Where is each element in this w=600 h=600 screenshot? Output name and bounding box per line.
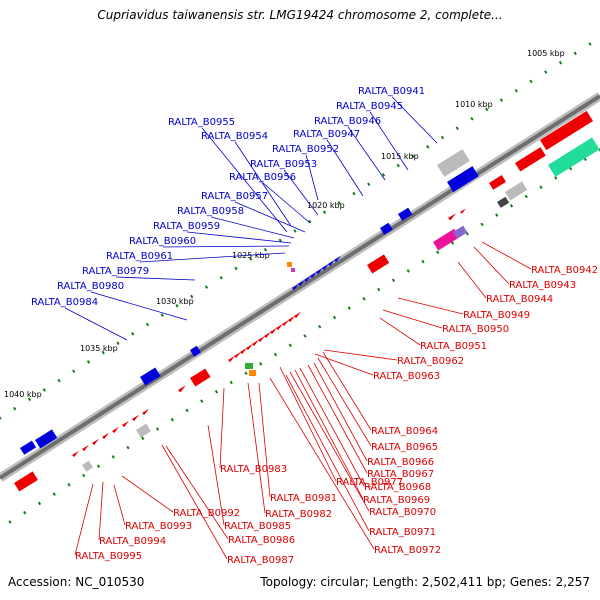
reverse-gene-label[interactable]: RALTA_B0963 <box>373 371 440 382</box>
map-title: Cupriavidus taiwanensis str. LMG19424 ch… <box>97 8 503 22</box>
forward-gene-label[interactable]: RALTA_B0984 <box>31 297 98 308</box>
reverse-gene-label[interactable]: RALTA_B0986 <box>228 535 295 546</box>
reverse-label-lines <box>74 241 532 560</box>
reverse-gene-label[interactable]: RALTA_B0970 <box>369 507 436 518</box>
reverse-gene-label[interactable]: RALTA_B0987 <box>227 555 294 566</box>
reverse-gene-label[interactable]: RALTA_B0994 <box>99 536 166 547</box>
reverse-gene-label[interactable]: RALTA_B0969 <box>363 495 430 506</box>
forward-gene-labels[interactable]: RALTA_B0941 RALTA_B0945 RALTA_B0946 RALTA_B… <box>31 86 425 308</box>
reverse-gene-label[interactable]: RALTA_B0981 <box>270 493 337 504</box>
forward-gene-label[interactable]: RALTA_B0947 <box>293 129 360 140</box>
reverse-gene-label[interactable]: RALTA_B0971 <box>369 527 436 538</box>
reverse-gene-label[interactable]: RALTA_B0985 <box>224 521 291 532</box>
reverse-gene-label[interactable]: RALTA_B0942 <box>531 265 598 276</box>
reverse-gene-label[interactable]: RALTA_B0951 <box>420 341 487 352</box>
reverse-gene-label[interactable]: RALTA_B0964 <box>371 426 438 437</box>
reverse-gene-label[interactable]: RALTA_B0972 <box>374 545 441 556</box>
forward-gene-label[interactable]: RALTA_B0957 <box>201 191 268 202</box>
tick-label: 1030 kbp <box>156 297 194 306</box>
forward-label-lines <box>64 96 438 341</box>
tick-label: 1010 kbp <box>455 100 493 109</box>
reverse-gene-label[interactable]: RALTA_B0992 <box>173 508 240 519</box>
forward-gene-label[interactable]: RALTA_B0959 <box>153 221 220 232</box>
reverse-gene-label[interactable]: RALTA_B0944 <box>486 294 553 305</box>
tick-label: 1005 kbp <box>527 49 565 58</box>
gene-features <box>14 110 600 492</box>
reverse-gene-label[interactable]: RALTA_B0983 <box>220 464 287 475</box>
tick-label: 1015 kbp <box>381 152 419 161</box>
forward-gene-label[interactable]: RALTA_B0945 <box>336 101 403 112</box>
forward-gene-label[interactable]: RALTA_B0946 <box>314 116 381 127</box>
backbone <box>0 92 600 482</box>
reverse-gene-label[interactable]: RALTA_B0982 <box>265 509 332 520</box>
forward-gene-label[interactable]: RALTA_B0956 <box>229 172 296 183</box>
reverse-gene-label[interactable]: RALTA_B0950 <box>442 324 509 335</box>
reverse-gene-label[interactable]: RALTA_B0967 <box>367 469 434 480</box>
forward-gene-label[interactable]: RALTA_B0953 <box>250 159 317 170</box>
reverse-gene-label[interactable]: RALTA_B0977 <box>336 477 403 488</box>
forward-gene-label[interactable]: RALTA_B0952 <box>272 144 339 155</box>
reverse-gene-label[interactable]: RALTA_B0993 <box>125 521 192 532</box>
forward-gene-label[interactable]: RALTA_B0954 <box>201 131 268 142</box>
reverse-gene-label[interactable]: RALTA_B0968 <box>364 482 431 493</box>
forward-gene-label[interactable]: RALTA_B0958 <box>177 206 244 217</box>
tick-label: 1020 kbp <box>307 201 345 210</box>
reverse-gene-label[interactable]: RALTA_B0949 <box>463 310 530 321</box>
tick-label: 1040 kbp <box>4 390 42 399</box>
reverse-gene-label[interactable]: RALTA_B0962 <box>397 356 464 367</box>
forward-gene-label[interactable]: RALTA_B0960 <box>129 236 196 247</box>
reverse-gene-labels[interactable]: RALTA_B0942 RALTA_B0943 RALTA_B0944 RALTA_B… <box>75 265 598 566</box>
topology-summary: Topology: circular; Length: 2,502,411 bp… <box>260 575 590 589</box>
tick-label: 1035 kbp <box>80 344 118 353</box>
forward-gene-label[interactable]: RALTA_B0979 <box>82 266 149 277</box>
reverse-gene-label[interactable]: RALTA_B0966 <box>367 457 434 468</box>
reverse-gene-label[interactable]: RALTA_B0995 <box>75 551 142 562</box>
accession-text: Accession: NC_010530 <box>8 575 145 589</box>
forward-gene-label[interactable]: RALTA_B0941 <box>358 86 425 97</box>
forward-gene-label[interactable]: RALTA_B0955 <box>168 117 235 128</box>
reverse-gene-label[interactable]: RALTA_B0943 <box>509 280 576 291</box>
forward-gene-label[interactable]: RALTA_B0980 <box>57 281 124 292</box>
forward-gene-label[interactable]: RALTA_B0961 <box>106 251 173 262</box>
reverse-gene-label[interactable]: RALTA_B0965 <box>371 442 438 453</box>
